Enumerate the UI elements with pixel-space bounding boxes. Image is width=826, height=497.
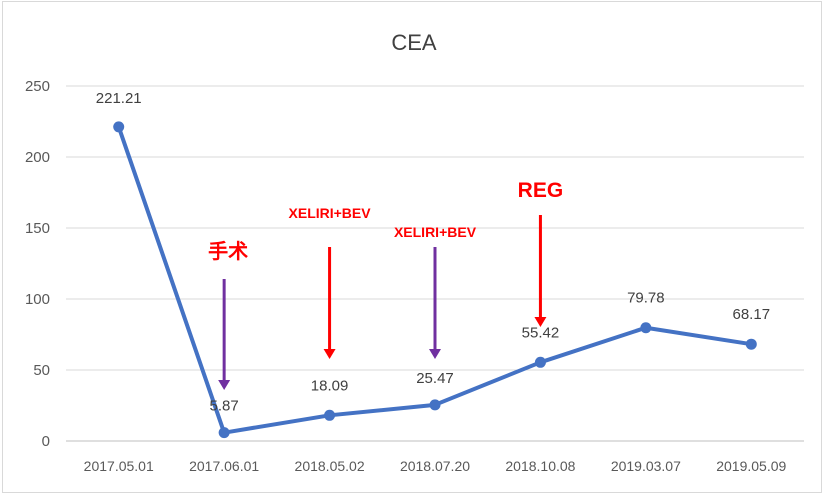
y-tick-label: 250 [25,78,50,95]
y-tick-label: 150 [25,220,50,237]
data-point [640,322,652,334]
data-label: 221.21 [96,90,142,107]
axis-ticks: 0 50 100 150 200 250 2017.05.01 2017.06.01 2018.… [25,78,787,474]
annotation-arrow-head [534,317,547,327]
annotation-label: REG [518,179,564,202]
data-label: 25.47 [416,370,454,387]
data-label: 55.42 [522,324,560,341]
data-point [324,409,336,421]
x-tick-label: 2018.07.20 [400,458,470,474]
y-tick-label: 200 [25,149,50,166]
data-point [534,356,546,368]
x-tick-label: 2019.03.07 [611,458,681,474]
data-point [745,338,757,350]
annotation-label: XELIRI+BEV [394,224,477,240]
x-tick-label: 2017.05.01 [84,458,154,474]
x-tick-label: 2019.05.09 [716,458,786,474]
annotation-arrow-head [323,349,336,359]
series-line [113,121,757,439]
treatment-annotations: 手术 XELIRI+BEV XELIRI+BEV REG [208,179,563,390]
data-point [429,399,441,411]
data-point [218,427,230,439]
data-point [113,121,125,133]
y-tick-label: 100 [25,291,50,308]
data-label: 79.78 [627,290,665,307]
annotation-arrow-head [429,349,441,359]
data-label: 5.87 [210,398,239,415]
annotation-arrow-head [218,380,231,390]
y-tick-label: 50 [33,362,50,379]
x-tick-label: 2018.05.02 [295,458,365,474]
data-label: 68.17 [733,306,771,323]
gridlines [66,85,804,442]
data-label: 18.09 [311,377,349,394]
chart-title: CEA [391,30,437,55]
x-tick-label: 2018.10.08 [505,458,575,474]
y-tick-label: 0 [42,433,50,450]
annotation-label: 手术 [208,239,248,263]
data-labels: 221.21 5.87 18.09 25.47 55.42 79.78 68.17 [96,90,770,415]
annotation-label: XELIRI+BEV [289,205,372,221]
x-tick-label: 2017.06.01 [189,458,259,474]
